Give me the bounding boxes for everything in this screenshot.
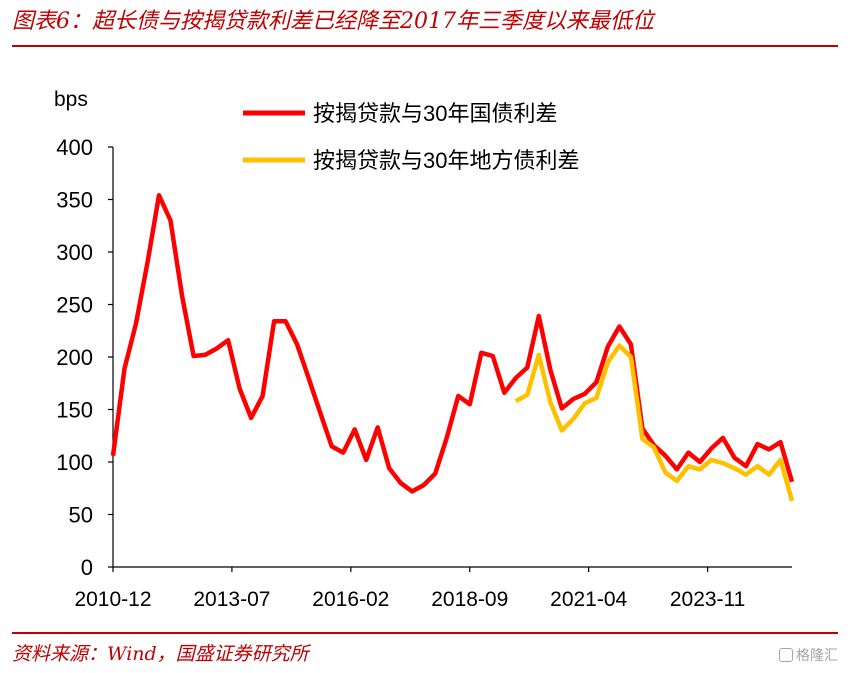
y-tick-label: 100 xyxy=(56,450,93,475)
series-line-2 xyxy=(514,343,795,502)
series-line-1 xyxy=(110,193,795,494)
x-tick-label: 2016-02 xyxy=(312,588,389,611)
line-chart: 0 50 100 150 200 250 300 350 400 bps 2010-12 2013-0… xyxy=(54,88,795,611)
y-tick-label: 250 xyxy=(56,293,93,318)
y-tick-label: 350 xyxy=(56,188,93,213)
figure-title: 图表6：超长债与按揭贷款利差已经降至2017年三季度以来最低位 xyxy=(12,9,654,34)
y-tick-label: 400 xyxy=(56,135,93,160)
legend-label-1: 按揭贷款与30年国债利差 xyxy=(313,101,557,126)
x-tick-label: 2010-12 xyxy=(74,588,151,611)
x-tick-label: 2013-07 xyxy=(193,588,270,611)
watermark-logo-icon xyxy=(779,648,793,662)
axes: 0 50 100 150 200 250 300 350 400 bps 2010-12 2013-0… xyxy=(54,88,792,611)
series-layer xyxy=(110,193,795,502)
x-tick-label: 2023-11 xyxy=(670,588,746,611)
source-note: 资料来源：Wind，国盛证券研究所 xyxy=(12,643,309,665)
y-tick-label: 50 xyxy=(69,503,93,528)
y-tick-label: 300 xyxy=(56,240,93,265)
y-unit-label: bps xyxy=(54,88,88,111)
watermark-text: 格隆汇 xyxy=(796,648,838,664)
source-rule xyxy=(12,632,838,634)
y-tick-label: 0 xyxy=(81,555,93,580)
x-tick-label: 2018-09 xyxy=(431,588,508,611)
title-rule xyxy=(12,45,838,47)
legend-label-2: 按揭贷款与30年地方债利差 xyxy=(313,148,579,173)
x-tick-label: 2021-04 xyxy=(550,588,627,611)
y-tick-label: 150 xyxy=(56,398,93,423)
y-tick-label: 200 xyxy=(56,345,93,370)
watermark: 格隆汇 xyxy=(779,646,838,666)
